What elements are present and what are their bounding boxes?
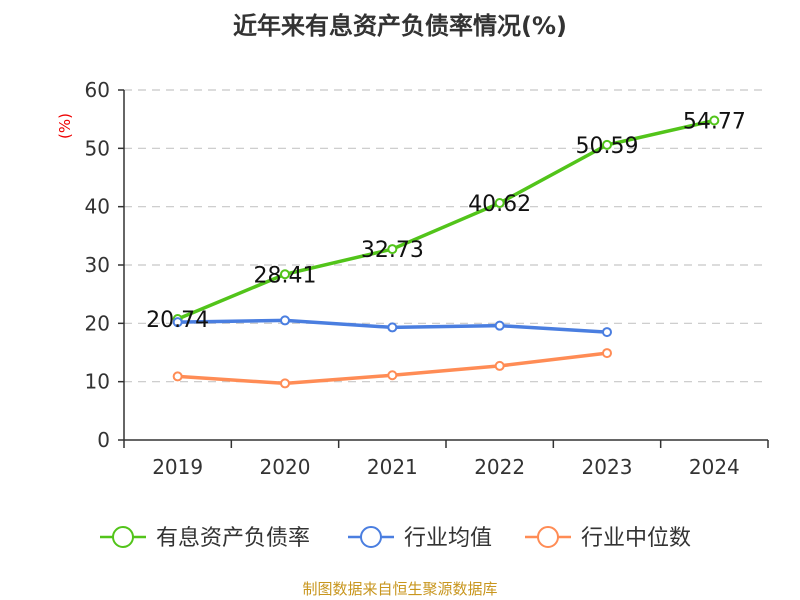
data-point bbox=[494, 198, 505, 209]
y-tick-label: 0 bbox=[97, 428, 110, 452]
x-tick-label: 2024 bbox=[689, 455, 740, 479]
data-point bbox=[280, 315, 290, 326]
y-tick-label: 40 bbox=[85, 195, 110, 219]
data-point bbox=[387, 370, 398, 381]
data-point bbox=[387, 244, 398, 255]
data-point bbox=[602, 327, 612, 338]
chart-title: 近年来有息资产负债率情况(%) bbox=[233, 12, 567, 40]
data-point bbox=[602, 139, 612, 150]
source-note: 制图数据来自恒生聚源数据库 bbox=[302, 580, 498, 598]
data-point bbox=[172, 317, 183, 328]
legend-label: 有息资产负债率 bbox=[156, 526, 310, 551]
y-axis-label: (%) bbox=[56, 113, 74, 139]
data-label: 54.77 bbox=[683, 110, 746, 135]
y-tick-label: 30 bbox=[85, 253, 110, 277]
data-label: 40.62 bbox=[468, 192, 531, 217]
x-tick-label: 2023 bbox=[582, 455, 633, 479]
x-tick-label: 2019 bbox=[152, 455, 203, 479]
data-point bbox=[172, 371, 183, 382]
legend-marker bbox=[360, 526, 382, 548]
data-label: 32.73 bbox=[361, 238, 424, 263]
data-label: 20.74 bbox=[146, 308, 209, 333]
data-point bbox=[602, 348, 612, 359]
series-line-0 bbox=[176, 118, 715, 321]
data-point bbox=[709, 115, 720, 126]
y-tick-label: 60 bbox=[85, 78, 110, 102]
data-label: 28.41 bbox=[254, 263, 317, 288]
legend-marker bbox=[537, 526, 559, 548]
data-point bbox=[494, 320, 505, 331]
y-tick-label: 10 bbox=[85, 370, 110, 394]
data-point bbox=[387, 322, 398, 333]
x-tick-label: 2021 bbox=[367, 455, 418, 479]
data-point bbox=[280, 269, 290, 280]
y-tick-label: 20 bbox=[85, 311, 110, 335]
y-tick-label: 50 bbox=[85, 136, 110, 160]
data-point bbox=[280, 378, 290, 389]
data-point bbox=[494, 360, 505, 371]
data-label: 50.59 bbox=[576, 134, 639, 159]
legend-marker bbox=[112, 526, 134, 548]
legend-label: 行业均值 bbox=[404, 526, 492, 551]
legend-label: 行业中位数 bbox=[581, 526, 691, 551]
x-tick-label: 2022 bbox=[474, 455, 525, 479]
x-tick-label: 2020 bbox=[260, 455, 311, 479]
